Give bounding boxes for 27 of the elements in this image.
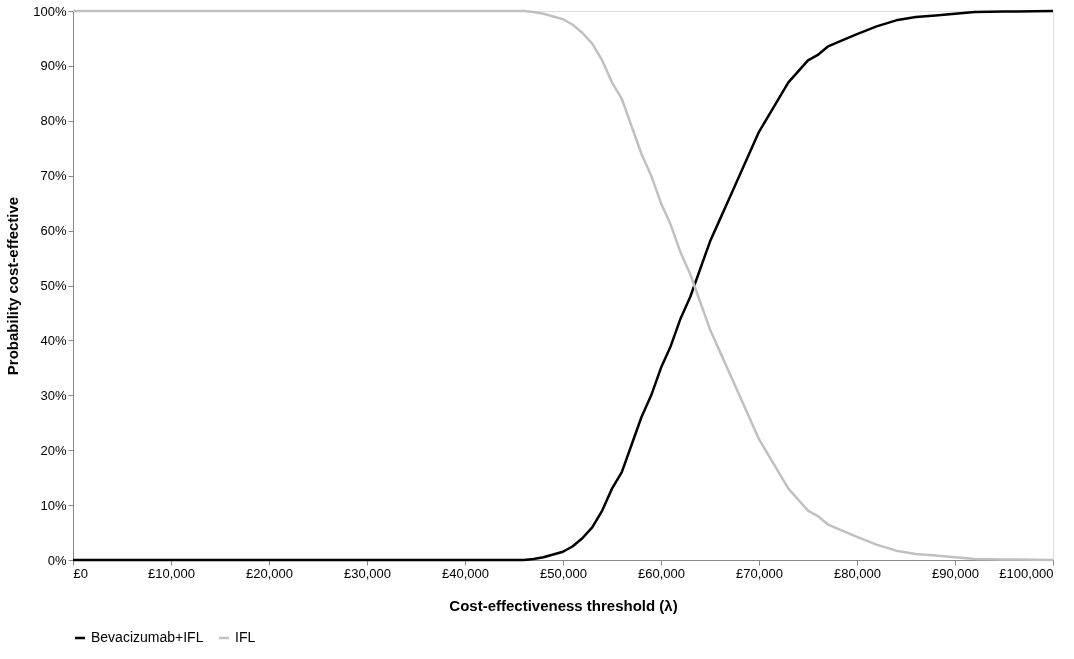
legend-label: Bevacizumab+IFL	[91, 629, 204, 645]
x-tick-label: £10,000	[148, 565, 195, 581]
x-tick-label: £20,000	[246, 565, 293, 581]
x-tick-label: £40,000	[442, 565, 489, 581]
line-series	[71, 9, 1055, 562]
x-tick-label: £0	[73, 565, 88, 581]
y-tick-label: 30%	[40, 387, 67, 403]
x-tick-label: £50,000	[540, 565, 587, 581]
x-tick-label: £60,000	[638, 565, 685, 581]
x-tick-label: £30,000	[344, 565, 391, 581]
x-tick-label: £80,000	[834, 565, 881, 581]
y-tick-label: 10%	[40, 497, 67, 513]
y-tick-label: 70%	[40, 168, 67, 184]
x-tick-label: £90,000	[932, 565, 979, 581]
y-axis-title: Probability cost-effective	[4, 196, 22, 376]
y-tick-label: 100%	[33, 3, 67, 19]
x-tick-label: £100,000	[999, 565, 1054, 581]
y-tick-label: 50%	[40, 278, 67, 293]
y-tick-label: 40%	[40, 332, 67, 348]
y-tick-label: 90%	[40, 58, 67, 74]
legend-label: IFL	[235, 629, 256, 645]
y-tick-label: 60%	[40, 223, 67, 239]
x-tick-label: £70,000	[736, 565, 783, 581]
y-tick-label: 80%	[40, 113, 67, 129]
x-axis-title: Cost-effectiveness threshold (λ)	[449, 596, 678, 614]
y-tick-label: 0%	[47, 552, 67, 568]
y-tick-label: 20%	[40, 442, 67, 458]
